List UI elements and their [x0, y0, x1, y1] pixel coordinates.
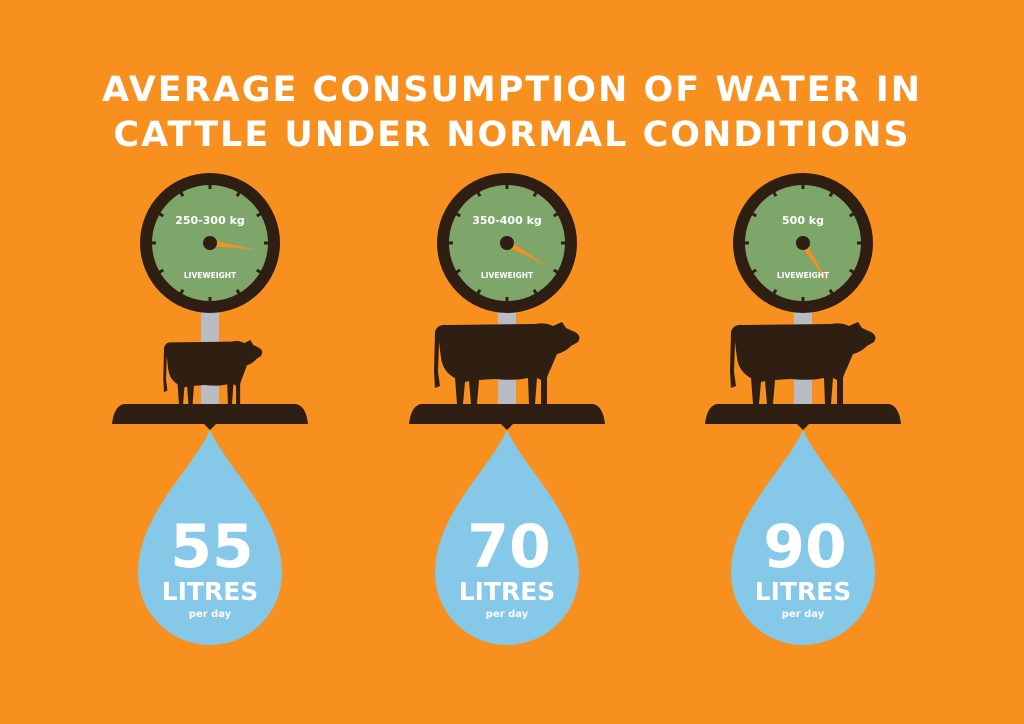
cow-silhouette	[434, 322, 580, 404]
gauge-pivot	[796, 236, 810, 250]
gauge-tick	[553, 209, 564, 218]
weight-label: 500 kg	[782, 214, 824, 227]
gauge-tick	[256, 209, 267, 218]
cow-silhouette	[730, 322, 876, 404]
gauge-tick	[849, 209, 860, 218]
page-title: AVERAGE CONSUMPTION OF WATER IN CATTLE U…	[0, 68, 1024, 158]
gauge-pivot	[500, 236, 514, 250]
gauge-tick	[176, 289, 185, 300]
title-line-1: AVERAGE CONSUMPTION OF WATER IN	[101, 70, 923, 110]
dial-label: LIVEWEIGHT	[184, 271, 237, 280]
scale-platform	[409, 404, 605, 430]
gauge-pivot	[203, 236, 217, 250]
amount-period: per day	[189, 609, 232, 620]
gauge-tick	[532, 186, 541, 197]
water-drop	[731, 430, 875, 645]
calf-silhouette	[163, 340, 263, 405]
gauge-needle	[505, 240, 547, 266]
amount-value: 55	[170, 512, 254, 582]
amount-period: per day	[486, 609, 529, 620]
gauge-tick	[450, 268, 461, 277]
gauge-tick	[153, 268, 164, 277]
gauge-needle	[800, 241, 828, 283]
gauge-tick	[553, 268, 564, 277]
gauge-tick	[769, 289, 778, 300]
gauge-tick	[235, 289, 244, 300]
gauge-tick	[828, 186, 837, 197]
weight-label: 250-300 kg	[175, 214, 245, 227]
amount-value: 90	[763, 512, 847, 582]
water-drop	[435, 430, 579, 645]
scale-platform	[705, 404, 901, 430]
gauge-tick	[828, 289, 837, 300]
dial-label: LIVEWEIGHT	[777, 271, 830, 280]
gauge-tick	[746, 209, 757, 218]
gauge-tick	[450, 209, 461, 218]
dial-label: LIVEWEIGHT	[481, 271, 534, 280]
gauge-tick	[769, 186, 778, 197]
amount-unit: LITRES	[755, 577, 852, 606]
gauge-tick	[176, 186, 185, 197]
amount-unit: LITRES	[459, 577, 556, 606]
amount-unit: LITRES	[162, 577, 259, 606]
title-line-2: CATTLE UNDER NORMAL CONDITIONS	[113, 115, 911, 155]
gauge-needle	[209, 240, 256, 250]
gauge-tick	[849, 268, 860, 277]
gauge-tick	[473, 289, 482, 300]
amount-value: 70	[467, 512, 551, 582]
gauge-tick	[473, 186, 482, 197]
gauge-tick	[153, 209, 164, 218]
gauge-tick	[256, 268, 267, 277]
scale-platform	[112, 404, 308, 430]
weight-label: 350-400 kg	[472, 214, 542, 227]
water-drop	[138, 430, 282, 645]
gauge-tick	[235, 186, 244, 197]
gauge-tick	[532, 289, 541, 300]
amount-period: per day	[782, 609, 825, 620]
gauge-tick	[746, 268, 757, 277]
